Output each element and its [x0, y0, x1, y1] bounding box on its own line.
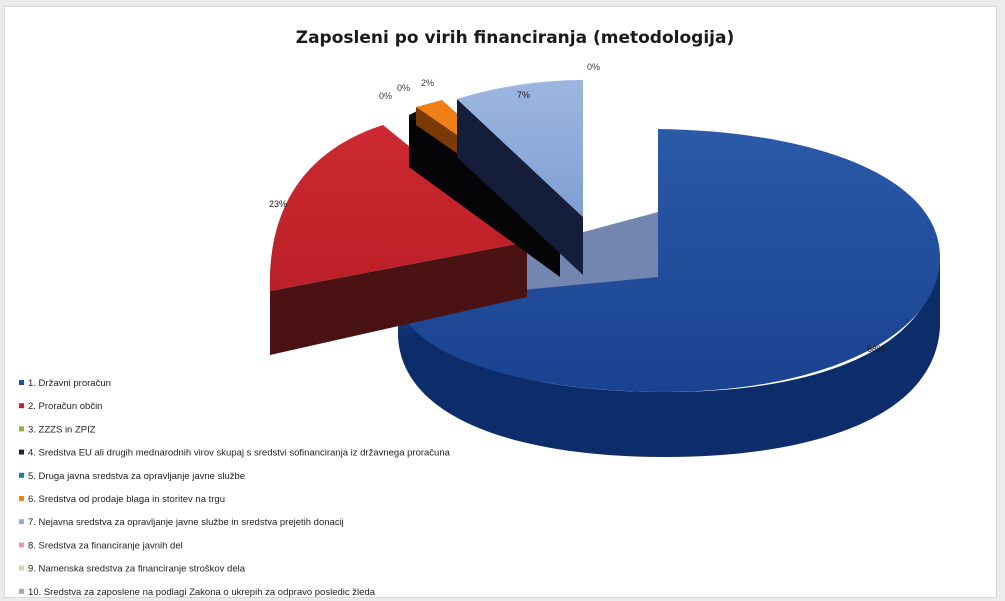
chart-frame: Zaposleni po virih financiranja (metodol…	[4, 6, 997, 598]
legend-item-3: 3. ZZZS in ZPIZ	[19, 424, 96, 435]
label-slice-1: 68%	[867, 344, 885, 354]
legend-item-4: 4. Sredstva EU ali drugih mednarodnih vi…	[19, 448, 451, 459]
chart-legend: 1. Državni proračun 2. Proračun občin 3. Z…	[19, 378, 451, 598]
legend-item-5: 5. Druga javna sredstva za opravljanje j…	[19, 471, 245, 482]
legend-label-5: 5. Druga javna sredstva za opravljanje j…	[28, 471, 245, 482]
slice-1-top	[398, 129, 940, 392]
slice-2-proracun-obcin	[269, 125, 527, 355]
label-slice-4: 0%	[397, 83, 410, 93]
label-slice-6: 2%	[421, 78, 434, 88]
legend-item-1: 1. Državni proračun	[19, 378, 111, 389]
label-slice-3: 0%	[379, 91, 392, 101]
legend-swatch-3	[19, 426, 24, 432]
label-slice-10: 0%	[587, 62, 600, 72]
legend-swatch-6	[19, 496, 24, 501]
slice-7-nejavna-sredstva	[457, 80, 583, 275]
legend-swatch-10	[19, 588, 24, 594]
legend-item-6: 6. Sredstva od prodaje blaga in storitev…	[19, 494, 225, 505]
legend-label-1: 1. Državni proračun	[28, 378, 111, 389]
legend-label-8: 8. Sredstva za financiranje javnih del	[28, 540, 183, 551]
slice-1-side	[398, 257, 940, 457]
data-labels: 68% 23% 0% 0% 0% 2% 7% 0%	[269, 62, 885, 354]
pie-chart: Zaposleni po virih financiranja (metodol…	[19, 28, 940, 598]
legend-label-4: 4. Sredstva EU ali drugih mednarodnih vi…	[28, 448, 451, 459]
legend-item-7: 7. Nejavna sredstva za opravljanje javne…	[19, 517, 344, 528]
legend-swatch-4	[19, 449, 24, 455]
label-slice-7: 7%	[517, 90, 530, 100]
legend-swatch-9	[19, 565, 24, 571]
legend-label-10: 10. Sredstva za zaposlene na podlagi Zak…	[28, 587, 376, 598]
slice-2-side	[270, 242, 527, 355]
legend-item-2: 2. Proračun občin	[19, 401, 102, 412]
chart-title: Zaposleni po virih financiranja (metodol…	[296, 28, 734, 48]
legend-label-2: 2. Proračun občin	[28, 401, 102, 412]
legend-label-6: 6. Sredstva od prodaje blaga in storitev…	[28, 494, 225, 505]
legend-item-8: 8. Sredstva za financiranje javnih del	[19, 540, 183, 551]
legend-swatch-7	[19, 519, 24, 525]
slice-2-top	[269, 125, 527, 291]
legend-item-9: 9. Namenska sredstva za financiranje str…	[19, 564, 246, 575]
legend-label-3: 3. ZZZS in ZPIZ	[28, 424, 96, 435]
legend-label-9: 9. Namenska sredstva za financiranje str…	[28, 564, 246, 575]
legend-label-7: 7. Nejavna sredstva za opravljanje javne…	[28, 517, 344, 528]
label-slice-2: 23%	[269, 199, 287, 209]
legend-swatch-1	[19, 380, 24, 385]
pie-slices	[269, 80, 940, 457]
legend-item-10: 10. Sredstva za zaposlene na podlagi Zak…	[19, 587, 376, 598]
legend-swatch-5	[19, 472, 24, 478]
legend-swatch-2	[19, 403, 24, 409]
legend-swatch-8	[19, 542, 24, 548]
